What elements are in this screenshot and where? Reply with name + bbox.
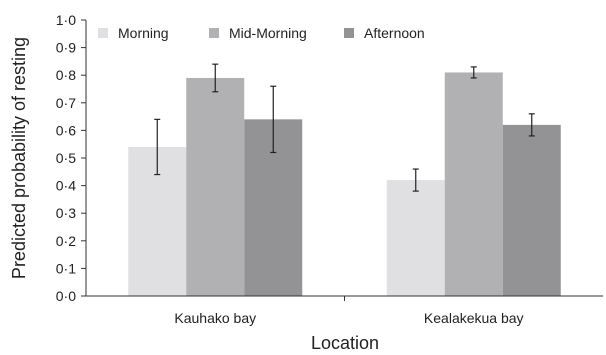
bar-mid-morning-2 (444, 72, 503, 296)
bar-mid-morning-1 (186, 77, 245, 297)
error-bars-layer (154, 63, 535, 192)
category-labels-layer: Kauhako bay Kealakekua bay (174, 296, 524, 326)
y-tick-label: 0·6 (56, 122, 76, 138)
legend-swatch (344, 28, 354, 38)
legend: Morning Mid-Morning Afternoon (98, 25, 425, 41)
bar-afternoon-2 (502, 124, 561, 296)
y-tick-label: 1·0 (56, 12, 76, 28)
legend-label: Afternoon (364, 25, 425, 41)
y-axis-title: Predicted probability of resting (9, 37, 29, 279)
legend-swatch (98, 28, 108, 38)
y-ticks-layer: 0·0 0·1 0·2 0·3 0·4 0·5 0·6 0·7 0·8 0·9 1·0 (56, 12, 86, 304)
y-tick-label: 0·4 (56, 178, 76, 194)
x-axis-title: Location (311, 333, 379, 353)
legend-swatch (209, 28, 219, 38)
bars-layer (128, 72, 561, 297)
x-category-label: Kauhako bay (174, 310, 256, 326)
y-tick-label: 0·5 (56, 150, 76, 166)
y-tick-label: 0·8 (56, 67, 76, 83)
y-tick-label: 0·3 (56, 205, 76, 221)
legend-label: Mid-Morning (229, 25, 307, 41)
y-tick-label: 0·7 (56, 95, 76, 111)
legend-label: Morning (118, 25, 169, 41)
y-tick-label: 0·0 (56, 288, 76, 304)
y-tick-label: 0·9 (56, 40, 76, 56)
x-category-label: Kealakekua bay (424, 310, 524, 326)
y-tick-label: 0·2 (56, 233, 76, 249)
y-tick-label: 0·1 (56, 260, 76, 276)
bar-morning-2 (386, 180, 445, 296)
